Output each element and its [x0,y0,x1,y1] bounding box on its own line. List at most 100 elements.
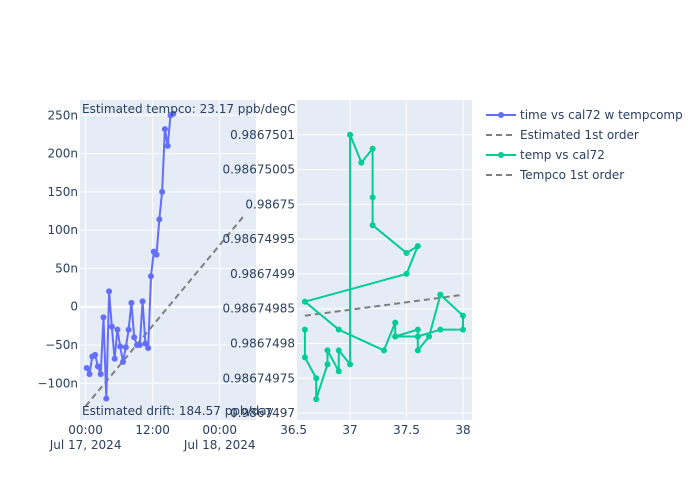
right-x-tick-label: 38 [455,423,470,437]
temp-vs-cal72-point [335,347,342,354]
temp-vs-cal72-point [358,159,365,166]
time-vs-cal72-tempcomp-point [128,299,135,306]
tempco-1st-order-line [304,293,464,317]
time-vs-cal72-tempcomp-point [92,351,99,358]
time-vs-cal72-tempcomp-point [131,334,138,341]
time-vs-cal72-tempcomp-point [161,126,168,133]
right-y-tick-label: 0.9867499 [230,267,295,281]
time-vs-cal72-tempcomp-point [94,363,101,370]
time-vs-cal72-tempcomp-point [142,340,149,347]
legend-label: Tempco 1st order [519,168,624,182]
temp-vs-cal72-point [414,326,421,333]
time-vs-cal72-tempcomp-point [114,326,121,333]
right-y-tick-label: 0.98675005 [222,163,295,177]
legend-swatch-marker [498,112,504,118]
legend[interactable]: time vs cal72 w tempcomp Estimated 1st or… [486,108,683,182]
temp-vs-cal72-point [414,333,421,340]
legend-label: Estimated 1st order [520,128,639,142]
time-vs-cal72-tempcomp-point [147,273,154,280]
legend-swatch-marker [498,152,504,158]
time-vs-cal72-tempcomp-point [111,355,118,362]
time-vs-cal72-tempcomp-point [120,358,127,365]
left-x-tick-label: 00:00 [68,423,103,437]
time-vs-cal72-tempcomp-point [136,341,143,348]
temp-vs-cal72-point [301,298,308,305]
temp-vs-cal72-point [437,326,444,333]
left-y-tick-label: 150n [47,185,78,199]
temp-vs-cal72-point [347,131,354,138]
left-y-tick-label: 200n [47,147,78,161]
right-y-tick-label: 0.98674995 [222,232,295,246]
drift-annotation: Estimated drift: 184.57 ppb/day [82,404,274,418]
temp-vs-cal72-point [313,375,320,382]
right-series-layer [301,131,466,403]
time-vs-cal72-tempcomp-point [164,142,171,149]
temp-vs-cal72-point [380,347,387,354]
right-y-tick-label: 0.98674985 [222,302,295,316]
left-y-tick-label: 0 [70,300,78,314]
time-vs-cal72-tempcomp-point [156,216,163,223]
temp-vs-cal72-point [459,312,466,319]
time-vs-cal72-tempcomp-point [159,188,166,195]
left-series-layer [83,110,246,407]
time-vs-cal72-tempcomp-point [86,371,93,378]
time-vs-cal72-tempcomp-point [100,314,107,321]
legend-item[interactable]: Tempco 1st order [486,168,624,182]
right-y-tick-label: 0.9867497 [230,406,295,420]
time-vs-cal72-tempcomp-point [108,323,115,330]
time-vs-cal72-tempcomp-point [139,298,146,305]
right-x-tick-label: 37.5 [393,423,420,437]
legend-item[interactable]: temp vs cal72 [486,148,605,162]
time-vs-cal72-tempcomp-point [103,395,110,402]
temp-vs-cal72-point [301,354,308,361]
temp-vs-cal72-point [347,361,354,368]
time-vs-cal72-tempcomp-point [125,326,132,333]
left-x-tick-date-label: Jul 17, 2024 [49,438,122,452]
temp-vs-cal72-point [414,347,421,354]
temp-vs-cal72-point [403,250,410,257]
time-vs-cal72-tempcomp-point [83,364,90,371]
left-x-tick-label: 00:00 [202,423,237,437]
right-x-tick-label: 37 [342,423,357,437]
temp-vs-cal72-point [392,333,399,340]
temp-vs-cal72-point [335,368,342,375]
temp-vs-cal72-point [414,243,421,250]
temp-vs-cal72-point [301,326,308,333]
right-y-tick-label: 0.9867498 [230,336,295,350]
temp-vs-cal72-point [313,396,320,403]
time-vs-cal72-tempcomp-point [122,344,129,351]
left-y-tick-label: −100n [37,376,78,390]
right-y-tick-label: 0.98674975 [222,371,295,385]
legend-item[interactable]: time vs cal72 w tempcomp [486,108,683,122]
time-vs-cal72-tempcomp-point [170,110,177,117]
temp-vs-cal72-point [324,361,331,368]
legend-item[interactable]: Estimated 1st order [486,128,639,142]
tempco-annotation: Estimated tempco: 23.17 ppb/degC [82,102,296,116]
right-y-tick-label: 0.9867501 [230,128,295,142]
legend-label: temp vs cal72 [520,148,605,162]
temp-vs-cal72-point [403,270,410,277]
temp-vs-cal72-point [369,222,376,229]
time-vs-cal72-tempcomp-point [153,251,160,258]
temp-vs-cal72-point [459,326,466,333]
legend-label: time vs cal72 w tempcomp [520,108,683,122]
temp-vs-cal72-point [392,319,399,326]
right-y-tick-label: 0.98675 [245,197,295,211]
time-vs-cal72-tempcomp-point [106,288,113,295]
left-x-tick-date-label: Jul 18, 2024 [183,438,256,452]
left-y-tick-label: 100n [47,223,78,237]
left-y-tick-label: 50n [55,261,78,275]
temp-vs-cal72-point [324,347,331,354]
right-plot-area [297,100,472,420]
left-x-tick-label: 12:00 [135,423,170,437]
left-y-tick-label: 250n [47,108,78,122]
temp-vs-cal72-point [335,326,342,333]
right-x-tick-label: 36.5 [280,423,307,437]
temp-vs-cal72-point [369,194,376,201]
temp-vs-cal72-point [426,333,433,340]
time-vs-cal72-tempcomp-point [145,345,152,352]
left-y-tick-label: −50n [45,338,78,352]
time-vs-cal72-tempcomp-point [97,371,104,378]
